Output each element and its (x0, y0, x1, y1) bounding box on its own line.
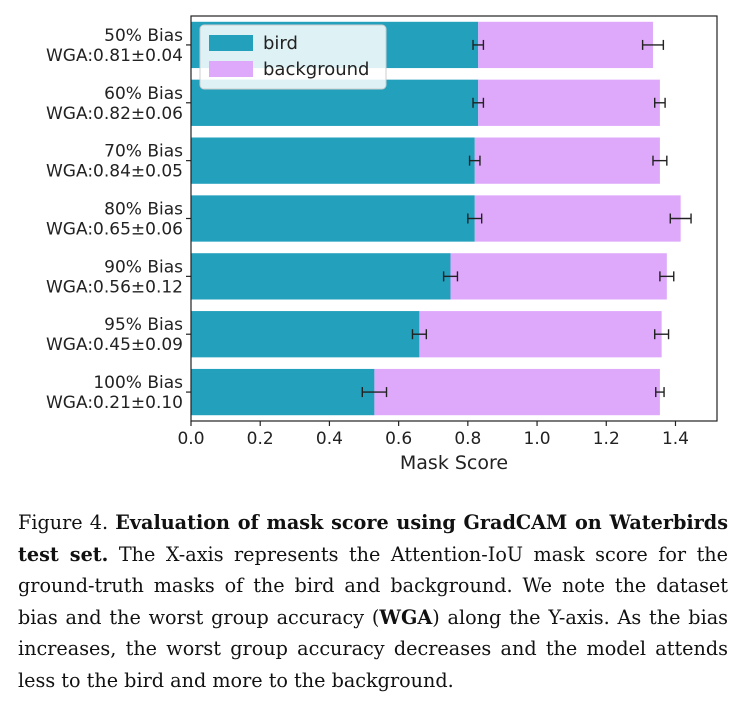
legend-swatch-bird (209, 35, 253, 51)
bar-bird-7 (191, 368, 375, 416)
figure-caption: Figure 4. Evaluation of mask score using… (18, 507, 728, 696)
error-bar-background-4 (669, 213, 692, 224)
x-tick-label-6: 1.0 (524, 429, 551, 449)
bar-bird-4 (191, 195, 475, 242)
error-bar-background-7 (655, 387, 665, 398)
bar-bird-3 (191, 137, 475, 184)
y-tick-label-bias-2: 60% Bias (104, 84, 183, 104)
x-tick-label-8: 1.4 (662, 429, 689, 449)
y-tick-label-wga-4: WGA:0.65±0.06 (46, 220, 183, 240)
legend-label-bird: bird (263, 33, 298, 54)
y-tick-label-bias-4: 80% Bias (104, 200, 183, 220)
y-tick-label-wga-2: WGA:0.82±0.06 (46, 104, 183, 124)
y-tick-label-bias-1: 50% Bias (104, 26, 183, 46)
bar-background-5 (450, 253, 667, 300)
y-tick-label-wga-7: WGA:0.21±0.10 (46, 393, 183, 413)
error-bar-background-3 (652, 155, 668, 166)
bar-background-6 (419, 311, 662, 358)
error-bar-background-5 (659, 271, 675, 282)
y-tick-label-bias-3: 70% Bias (104, 142, 183, 162)
y-tick-label-bias-6: 95% Bias (104, 315, 183, 335)
error-bar-bird-4 (467, 213, 483, 224)
bar-bird-5 (191, 253, 451, 300)
x-tick-label-3: 0.4 (316, 429, 343, 449)
x-tick-label-4: 0.6 (385, 429, 412, 449)
error-bar-background-6 (654, 329, 670, 340)
x-ticks: 0.0 0.2 0.4 0.6 0.8 1.0 1.2 1.4 (177, 421, 689, 449)
error-bar-bird-2 (472, 97, 485, 108)
error-bar-bird-5 (442, 271, 459, 282)
x-tick-label-1: 0.0 (177, 429, 204, 449)
bars-group (191, 21, 681, 416)
x-tick-label-5: 0.8 (454, 429, 481, 449)
y-tick-label-bias-7: 100% Bias (93, 373, 183, 393)
y-tick-label-wga-3: WGA:0.84±0.05 (46, 162, 183, 182)
y-tick-label-wga-5: WGA:0.56±0.12 (46, 277, 183, 297)
bar-background-1 (478, 21, 653, 69)
caption-title: Evaluation of mask score using GradCAM o… (18, 511, 728, 566)
bar-background-4 (474, 195, 681, 242)
error-bar-bird-7 (361, 387, 388, 398)
error-bar-bird-6 (411, 329, 428, 340)
x-tick-label-2: 0.2 (247, 429, 274, 449)
legend: bird background (199, 24, 387, 90)
caption-text-2: ) along the Y-axis. As the bias increase… (18, 605, 728, 692)
y-tick-label-bias-5: 90% Bias (104, 257, 183, 277)
error-bar-bird-3 (468, 155, 481, 166)
bar-background-3 (474, 137, 660, 184)
bar-background-7 (374, 368, 660, 416)
bar-background-2 (478, 79, 660, 126)
bar-bird-6 (191, 311, 420, 358)
error-bars-group (361, 39, 692, 398)
caption-term-wga: WGA (379, 605, 433, 629)
x-axis-label: Mask Score (400, 452, 508, 474)
error-bar-background-2 (654, 97, 666, 108)
plot-frame (190, 15, 718, 422)
x-tick-label-7: 1.2 (593, 429, 620, 449)
figure-label: Figure 4. (18, 511, 109, 534)
y-tick-label-wga-1: WGA:0.81±0.04 (46, 46, 183, 66)
caption-text-1: The X-axis represents the Attention-IoU … (18, 542, 728, 629)
error-bar-bird-1 (472, 39, 485, 50)
legend-label-background: background (263, 59, 369, 80)
error-bar-background-1 (641, 39, 665, 50)
y-tick-label-wga-6: WGA:0.45±0.09 (46, 335, 183, 355)
legend-swatch-background (209, 61, 253, 77)
